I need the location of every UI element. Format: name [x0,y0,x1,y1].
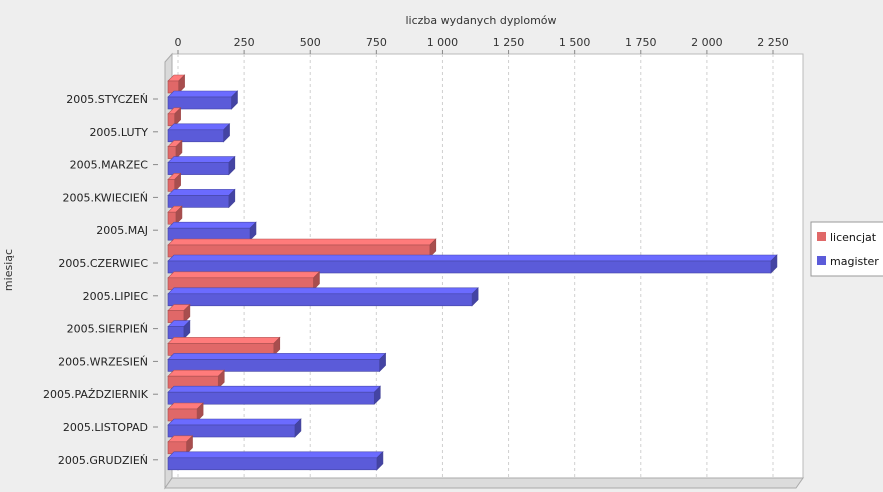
bar-front-face [167,129,224,143]
y-category-label: 2005.MARZEC [70,159,149,172]
legend: licencjat magister [810,221,883,277]
bar-front-face [167,457,378,471]
y-category-label: 2005.LISTOPAD [63,421,148,434]
bar-front-face [167,326,185,339]
y-category-label: 2005.LUTY [89,126,148,139]
x-axis-title: liczba wydanych dyplomów [405,14,556,27]
bar-magister [167,123,231,143]
bar-licencjat [167,107,182,127]
bar-top-face [167,353,387,360]
bar-front-face [167,96,232,110]
x-tick-label: 0 [175,36,182,49]
bar-licencjat [167,369,225,389]
y-category-label: 2005.CZERWIEC [58,257,148,270]
y-category-label: 2005.STYCZEŃ [66,93,148,106]
bar-licencjat [167,271,321,291]
y-category-label: 2005.KWIECIEŃ [63,191,149,204]
bar-licencjat [167,172,182,193]
bar-top-face [167,337,281,344]
bar-front-face [167,227,251,241]
y-category-label: 2005.GRUDZIEŃ [58,454,148,467]
bar-magister [167,221,257,241]
x-tick-label: 1 000 [427,36,459,49]
bar-magister [167,90,239,110]
bar-front-face [167,162,230,175]
bar-top-face [167,123,231,131]
x-tick-label: 1 750 [625,36,657,49]
x-tick-label: 1 250 [493,36,525,49]
y-category-label: 2005.WRZESIEŃ [58,355,148,368]
bar-licencjat [167,435,194,455]
bar-top-face [167,90,239,98]
bar-licencjat [167,336,281,357]
bar-licencjat [167,74,186,94]
y-axis-title: miesiąc [2,249,15,291]
bar-front-face [167,260,772,274]
bar-top-face [167,369,225,377]
y-category-label: 2005.PAŹDZIERNIK [43,388,149,401]
x-tick-label: 750 [366,36,387,49]
bar-magister [167,451,384,471]
x-tick-label: 2 250 [757,36,789,49]
x-tick-label: 250 [234,36,255,49]
plot-area-floor [164,477,804,489]
y-category-label: 2005.LIPIEC [83,290,149,303]
bar-magister [167,385,381,405]
bar-magister [167,155,236,176]
bar-magister [167,188,236,209]
bar-magister [167,254,778,274]
bar-front-face [167,293,473,307]
bar-top-face [167,238,437,246]
x-tick-label: 500 [300,36,321,49]
bar-front-face [167,113,175,127]
bar-front-face [167,391,375,405]
y-category-label: 2005.MAJ [96,224,148,237]
bar-magister [167,352,387,373]
bar-top-face [167,156,236,163]
bar-top-face [167,385,381,393]
bars [167,74,778,471]
bar-top-face [167,451,384,459]
x-axis-ticks: 0 250 500 750 1 000 1 250 1 500 1 750 2 000 2 250 [175,36,789,54]
bar-front-face [167,195,230,208]
bar-magister [167,418,302,438]
x-tick-label: 2 000 [691,36,723,49]
bar-licencjat [167,402,204,422]
bar-magister [167,287,479,307]
y-category-label: 2005.SIERPIEŃ [67,323,148,336]
bar-front-face [167,179,175,192]
y-axis-categories: 2005.STYCZEŃ 2005.LUTY 2005.MARZEC 2005.KWI… [43,93,158,467]
legend-swatch-licencjat [817,232,826,241]
bar-licencjat [167,205,183,225]
bar-top-face [167,189,236,196]
bar-top-face [167,221,257,229]
legend-label-magister: magister [830,255,879,268]
bar-licencjat [167,303,191,324]
x-tick-label: 1 500 [559,36,591,49]
bar-top-face [167,254,778,262]
bar-licencjat [167,238,437,258]
bar-magister [167,319,191,340]
legend-label-licencjat: licencjat [830,231,877,244]
bar-top-face [167,418,302,426]
bar-front-face [167,424,296,438]
bar-front-face [167,359,380,372]
legend-swatch-magister [817,256,826,265]
bar-top-face [167,287,479,295]
bar-top-face [167,271,321,279]
legend-box [810,221,883,277]
